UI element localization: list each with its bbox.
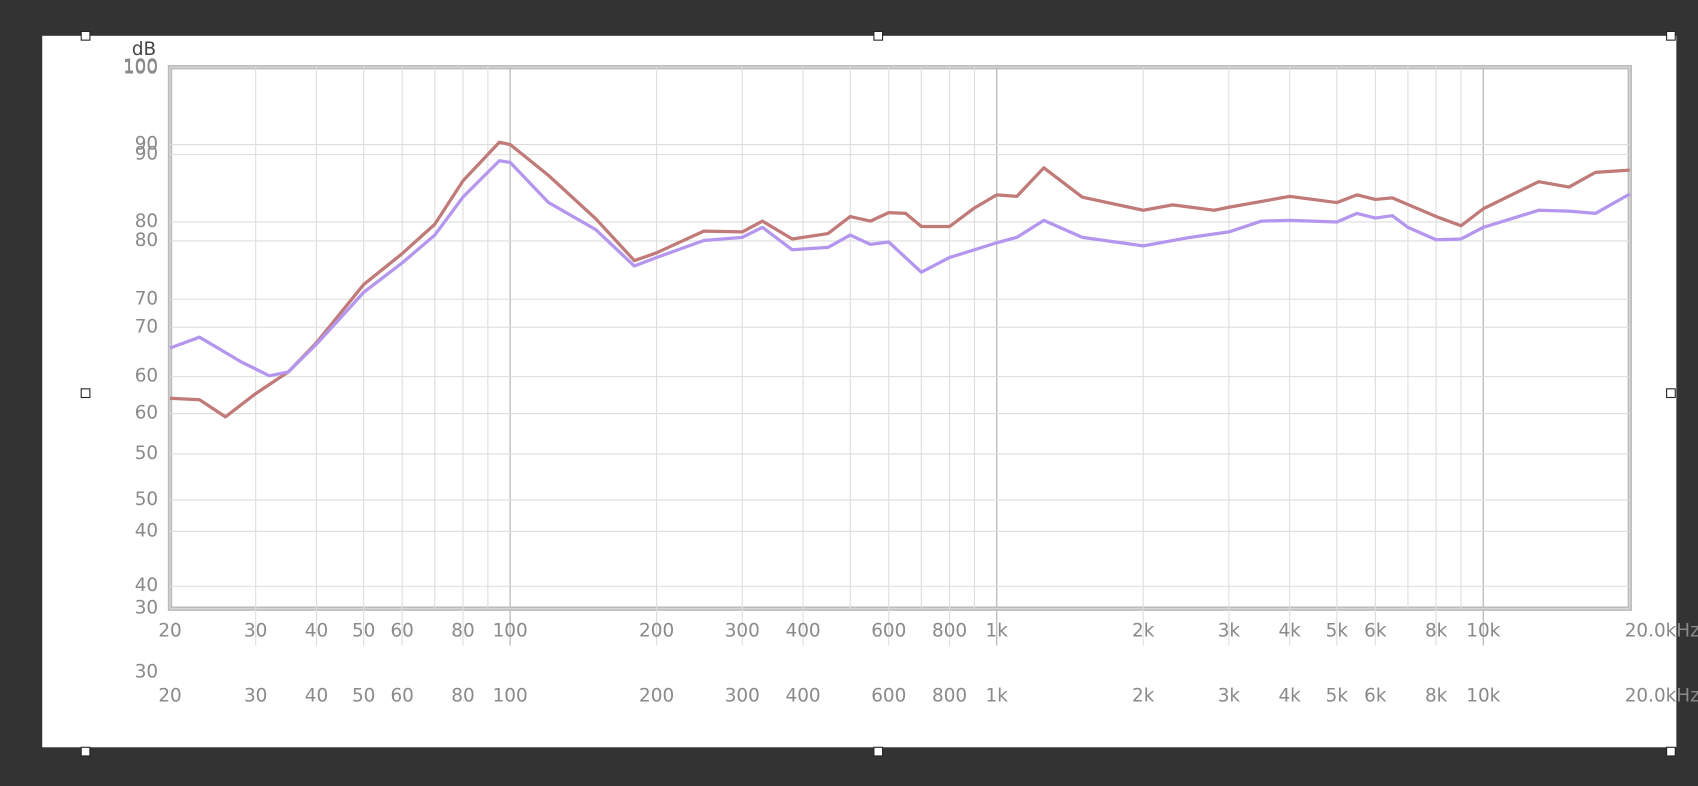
x-tick-label: 60 <box>390 685 413 706</box>
x-tick-label: 6k <box>1364 620 1387 641</box>
x-tick-label: 30 <box>244 685 267 706</box>
x-tick-label: 600 <box>871 685 906 706</box>
x-tick-label: 400 <box>786 685 821 706</box>
x-tick-label: 30 <box>244 620 267 641</box>
x-tick-label: 10k <box>1466 620 1500 641</box>
y-tick-label: 70 <box>135 316 158 337</box>
y-tick-label: 100 <box>123 57 158 78</box>
x-tick-label: 1k <box>986 620 1009 641</box>
y-tick-label: 30 <box>135 598 158 619</box>
x-tick-label: 8k <box>1425 685 1448 706</box>
handle[interactable] <box>80 388 91 399</box>
marks: 2020303040405050606080801001002002003003… <box>123 56 1698 706</box>
x-tick-label: 20 <box>158 620 181 641</box>
handle[interactable] <box>80 30 91 41</box>
x-tick-label: 2k <box>1132 620 1155 641</box>
x-tick-label: 300 <box>725 685 760 706</box>
x-tick-label: 4k <box>1278 685 1301 706</box>
x-tick-label: 300 <box>725 620 760 641</box>
x-tick-label: 400 <box>786 620 821 641</box>
y-tick-label: 60 <box>135 403 158 424</box>
x-tick-label: 200 <box>639 685 674 706</box>
y-tick-label: 60 <box>135 366 158 387</box>
x-tick-label: 4k <box>1278 620 1301 641</box>
y-tick-label: 90 <box>135 134 158 155</box>
y-tick-label: 40 <box>135 575 158 596</box>
selection-handles <box>80 30 1676 757</box>
y-tick-label: 90 <box>135 144 158 165</box>
x-tick-label: 3k <box>1218 620 1241 641</box>
x-tick-label: 20 <box>158 685 181 706</box>
series-line <box>169 140 1630 419</box>
x-tick-label: 20.0kHz <box>1625 620 1698 641</box>
x-tick-label: 50 <box>352 685 375 706</box>
x-tick-label: 100 <box>493 685 528 706</box>
y-tick-label: 80 <box>135 211 158 232</box>
x-tick-label: 2k <box>1132 685 1155 706</box>
series-line <box>169 159 1631 378</box>
x-tick-label: 800 <box>932 685 967 706</box>
x-tick-label: 5k <box>1326 685 1349 706</box>
y-tick-label: 80 <box>135 230 158 251</box>
handle[interactable] <box>1666 30 1676 41</box>
x-tick-label: 6k <box>1364 685 1387 706</box>
x-tick-label: 40 <box>305 685 328 706</box>
x-tick-label: 3k <box>1218 685 1241 706</box>
handle[interactable] <box>873 746 884 757</box>
y-tick-label: 50 <box>135 443 158 464</box>
handle[interactable] <box>873 30 884 41</box>
handle[interactable] <box>1666 388 1676 399</box>
x-tick-label: 600 <box>871 620 906 641</box>
x-tick-label: 80 <box>451 685 474 706</box>
y-tick-label: 50 <box>135 489 158 510</box>
x-tick-label: 5k <box>1326 620 1349 641</box>
x-tick-label: 40 <box>305 620 328 641</box>
x-tick-label: 50 <box>352 620 375 641</box>
y-tick-label: 30 <box>135 662 158 683</box>
y-tick-label: 100 <box>123 56 158 77</box>
x-tick-label: 8k <box>1425 620 1448 641</box>
y-tick-label: 70 <box>135 288 158 309</box>
x-tick-label: 100 <box>493 620 528 641</box>
handle[interactable] <box>1666 746 1676 757</box>
x-tick-label: 60 <box>390 620 413 641</box>
x-tick-label: 200 <box>639 620 674 641</box>
x-tick-label: 1k <box>986 685 1009 706</box>
y-tick-label: 40 <box>135 520 158 541</box>
handle[interactable] <box>80 746 91 757</box>
x-tick-label: 20.0kHz <box>1625 685 1698 706</box>
y-unit: dB <box>132 39 156 60</box>
x-tick-label: 10k <box>1466 685 1500 706</box>
x-tick-label: 80 <box>451 620 474 641</box>
x-tick-label: 800 <box>932 620 967 641</box>
